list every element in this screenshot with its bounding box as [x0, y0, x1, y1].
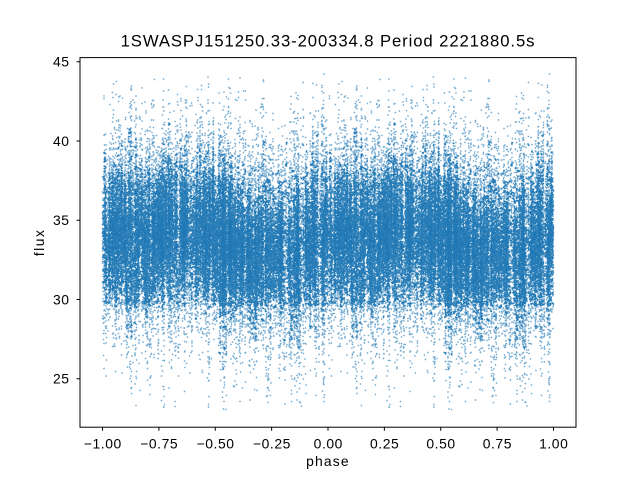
- svg-text:0.50: 0.50: [426, 435, 455, 451]
- svg-text:25: 25: [53, 371, 70, 387]
- svg-text:45: 45: [53, 54, 70, 70]
- svg-text:40: 40: [53, 133, 70, 149]
- svg-text:30: 30: [53, 291, 70, 307]
- svg-text:0.00: 0.00: [314, 435, 343, 451]
- svg-text:35: 35: [53, 212, 70, 228]
- svg-text:1.00: 1.00: [539, 435, 568, 451]
- svg-text:0.75: 0.75: [483, 435, 512, 451]
- svg-text:1SWASPJ151250.33-200334.8 Peri: 1SWASPJ151250.33-200334.8 Period 2221880…: [121, 31, 536, 50]
- svg-text:−0.25: −0.25: [253, 435, 291, 451]
- svg-text:−0.50: −0.50: [197, 435, 235, 451]
- svg-text:−1.00: −1.00: [84, 435, 122, 451]
- svg-text:flux: flux: [31, 229, 47, 257]
- svg-text:−0.75: −0.75: [140, 435, 178, 451]
- svg-text:phase: phase: [306, 453, 350, 469]
- svg-text:0.25: 0.25: [370, 435, 399, 451]
